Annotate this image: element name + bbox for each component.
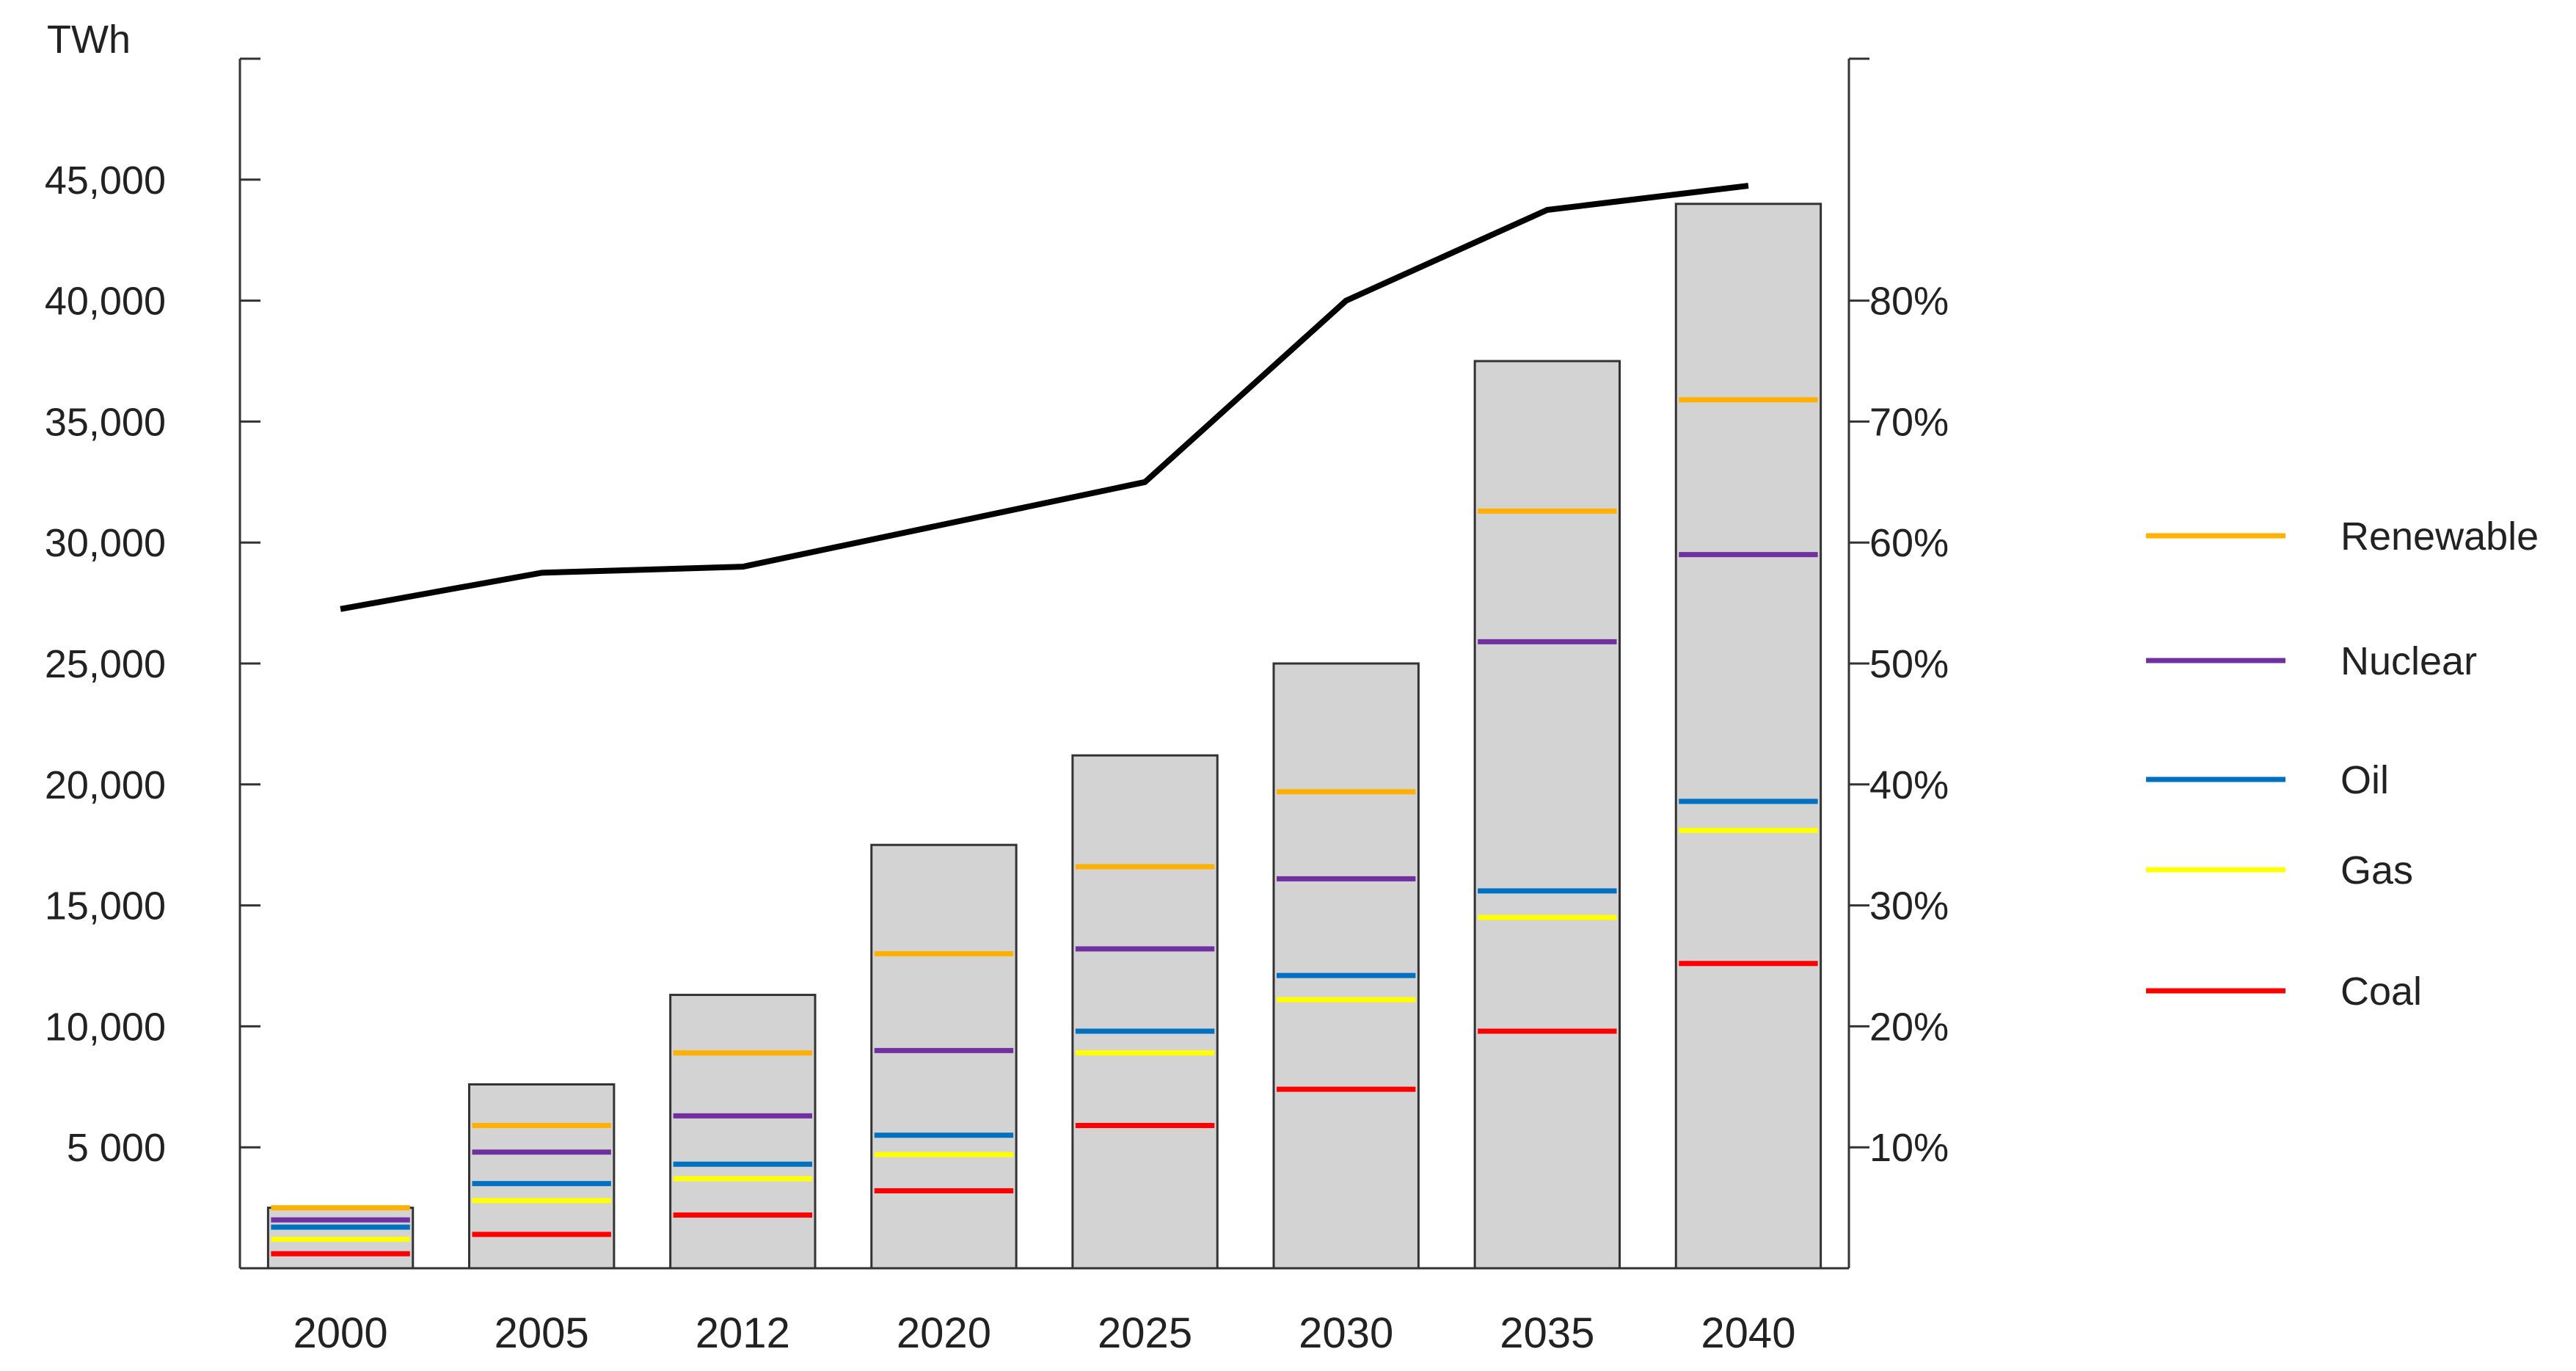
category-label: 2025 (1098, 1309, 1192, 1357)
category-label: 2012 (696, 1309, 790, 1357)
legend-label-gas: Gas (2340, 848, 2413, 892)
right-tick-label: 20% (1869, 1005, 1949, 1049)
levels-layer (271, 397, 1818, 1257)
left-tick-label: 45,000 (45, 159, 166, 203)
left-tick-label: 25,000 (45, 642, 166, 686)
right-tick-label: 80% (1869, 280, 1949, 324)
labels-layer: TWh 5 000 10,000 15,000 20,000 25,000 30,000 3… (45, 18, 1949, 1357)
left-tick-label: 35,000 (45, 400, 166, 444)
left-tick-label: 40,000 (45, 280, 166, 324)
bar-2012 (669, 994, 817, 1270)
legend-label-nuclear: Nuclear (2340, 639, 2477, 683)
share-line (340, 183, 1749, 612)
category-label: 2020 (897, 1309, 991, 1357)
category-label: 2000 (293, 1309, 388, 1357)
y-unit-label: TWh (47, 18, 131, 62)
bar-2020 (870, 843, 1018, 1270)
category-label: 2035 (1500, 1309, 1594, 1357)
bar-2025 (1071, 754, 1219, 1270)
bar-2030 (1272, 662, 1420, 1270)
legend: Renewable Nuclear Oil Gas Coal (2146, 514, 2539, 1014)
right-tick-label: 70% (1869, 400, 1949, 444)
bars-layer (266, 203, 1822, 1270)
left-tick-label: 5 000 (67, 1126, 166, 1170)
category-label: 2030 (1299, 1309, 1393, 1357)
right-tick-label: 10% (1869, 1126, 1949, 1170)
right-tick-label: 40% (1869, 763, 1949, 807)
left-tick-label: 15,000 (45, 884, 166, 928)
right-tick-label: 50% (1869, 642, 1949, 686)
legend-label-coal: Coal (2340, 970, 2422, 1014)
bar-2005 (468, 1083, 616, 1270)
line-layer (340, 183, 1749, 612)
axes-layer (238, 57, 1869, 1270)
left-tick-label: 10,000 (45, 1005, 166, 1049)
right-tick-label: 30% (1869, 884, 1949, 928)
left-tick-label: 30,000 (45, 521, 166, 565)
bar-2035 (1473, 360, 1621, 1270)
category-label: 2040 (1701, 1309, 1795, 1357)
category-label: 2005 (495, 1309, 589, 1357)
legend-label-oil: Oil (2340, 758, 2389, 802)
bar-2040 (1674, 203, 1822, 1270)
right-tick-label: 60% (1869, 521, 1949, 565)
left-tick-label: 20,000 (45, 763, 166, 807)
legend-label-renewable: Renewable (2340, 514, 2539, 559)
